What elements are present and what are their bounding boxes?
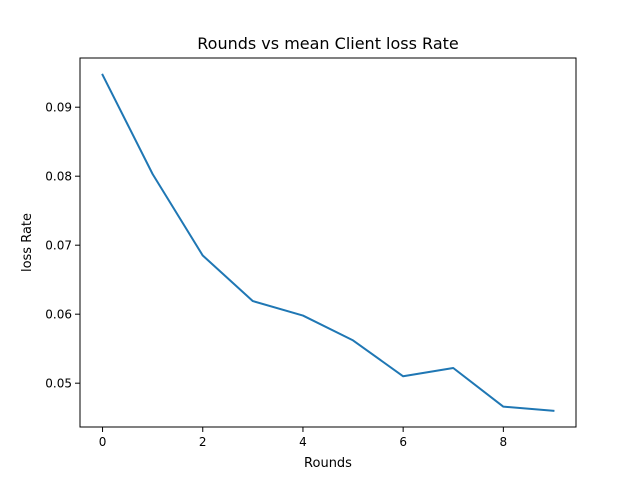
chart-title: Rounds vs mean Client loss Rate — [197, 34, 458, 53]
x-tick-label: 4 — [299, 435, 307, 449]
data-point — [302, 315, 304, 317]
plot-frame — [79, 57, 577, 428]
data-point — [252, 300, 254, 302]
data-point — [202, 255, 204, 257]
y-tick-label: 0.05 — [45, 377, 72, 391]
data-point — [402, 375, 404, 377]
data-point — [352, 339, 354, 341]
data-point — [552, 410, 554, 412]
x-tick-label: 6 — [399, 435, 407, 449]
y-tick-label: 0.07 — [45, 239, 72, 253]
x-axis-ticks: 0 2 4 6 8 — [99, 427, 507, 449]
data-point — [502, 406, 504, 408]
y-tick-label: 0.09 — [45, 101, 72, 115]
x-tick-label: 2 — [199, 435, 207, 449]
data-point — [452, 367, 454, 369]
x-tick-label: 8 — [500, 435, 508, 449]
data-point — [102, 74, 104, 76]
y-tick-label: 0.06 — [45, 308, 72, 322]
y-axis-label: loss Rate — [20, 213, 35, 272]
series-line — [101, 73, 555, 412]
y-tick-label: 0.08 — [45, 170, 72, 184]
data-point — [152, 173, 154, 175]
x-tick-label: 0 — [99, 435, 107, 449]
x-axis-label: Rounds — [304, 456, 352, 471]
y-axis-ticks: 0.05 0.06 0.07 0.08 0.09 — [45, 101, 80, 391]
